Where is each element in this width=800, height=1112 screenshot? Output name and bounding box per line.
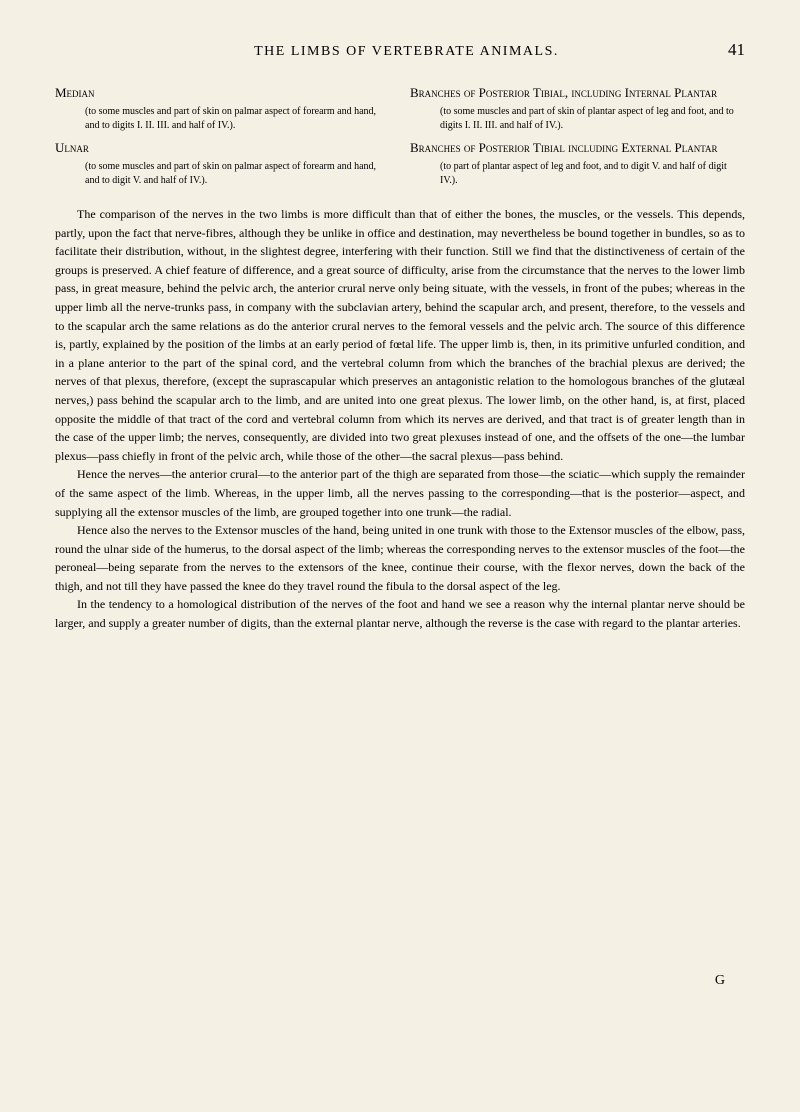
left-column: Median (to some muscles and part of skin… (55, 85, 390, 187)
median-label: Median (55, 85, 390, 101)
branches1-label: Branches of Posterior Tibial, including … (410, 85, 745, 101)
paragraph-1: The comparison of the nerves in the two … (55, 205, 745, 465)
page-number: 41 (728, 40, 745, 60)
ulnar-note: (to some muscles and part of skin on pal… (55, 160, 390, 187)
branches2-note: (to part of plantar aspect of leg and fo… (410, 160, 745, 187)
header-title: THE LIMBS OF VERTEBRATE ANIMALS. (85, 44, 728, 60)
branches1-note: (to some muscles and part of skin of pla… (410, 105, 745, 132)
paragraph-2: Hence the nerves—the anterior crural—to … (55, 465, 745, 521)
body-text: The comparison of the nerves in the two … (55, 205, 745, 633)
signature-mark: G (55, 973, 745, 989)
right-column: Branches of Posterior Tibial, including … (410, 85, 745, 187)
page-header: THE LIMBS OF VERTEBRATE ANIMALS. 41 (55, 40, 745, 60)
nerve-columns: Median (to some muscles and part of skin… (55, 85, 745, 187)
median-note: (to some muscles and part of skin on pal… (55, 105, 390, 132)
paragraph-3: Hence also the nerves to the Extensor mu… (55, 521, 745, 595)
paragraph-4: In the tendency to a homological distrib… (55, 595, 745, 632)
branches2-label: Branches of Posterior Tibial including E… (410, 140, 745, 156)
ulnar-label: Ulnar (55, 140, 390, 156)
page-container: THE LIMBS OF VERTEBRATE ANIMALS. 41 Medi… (0, 0, 800, 1029)
